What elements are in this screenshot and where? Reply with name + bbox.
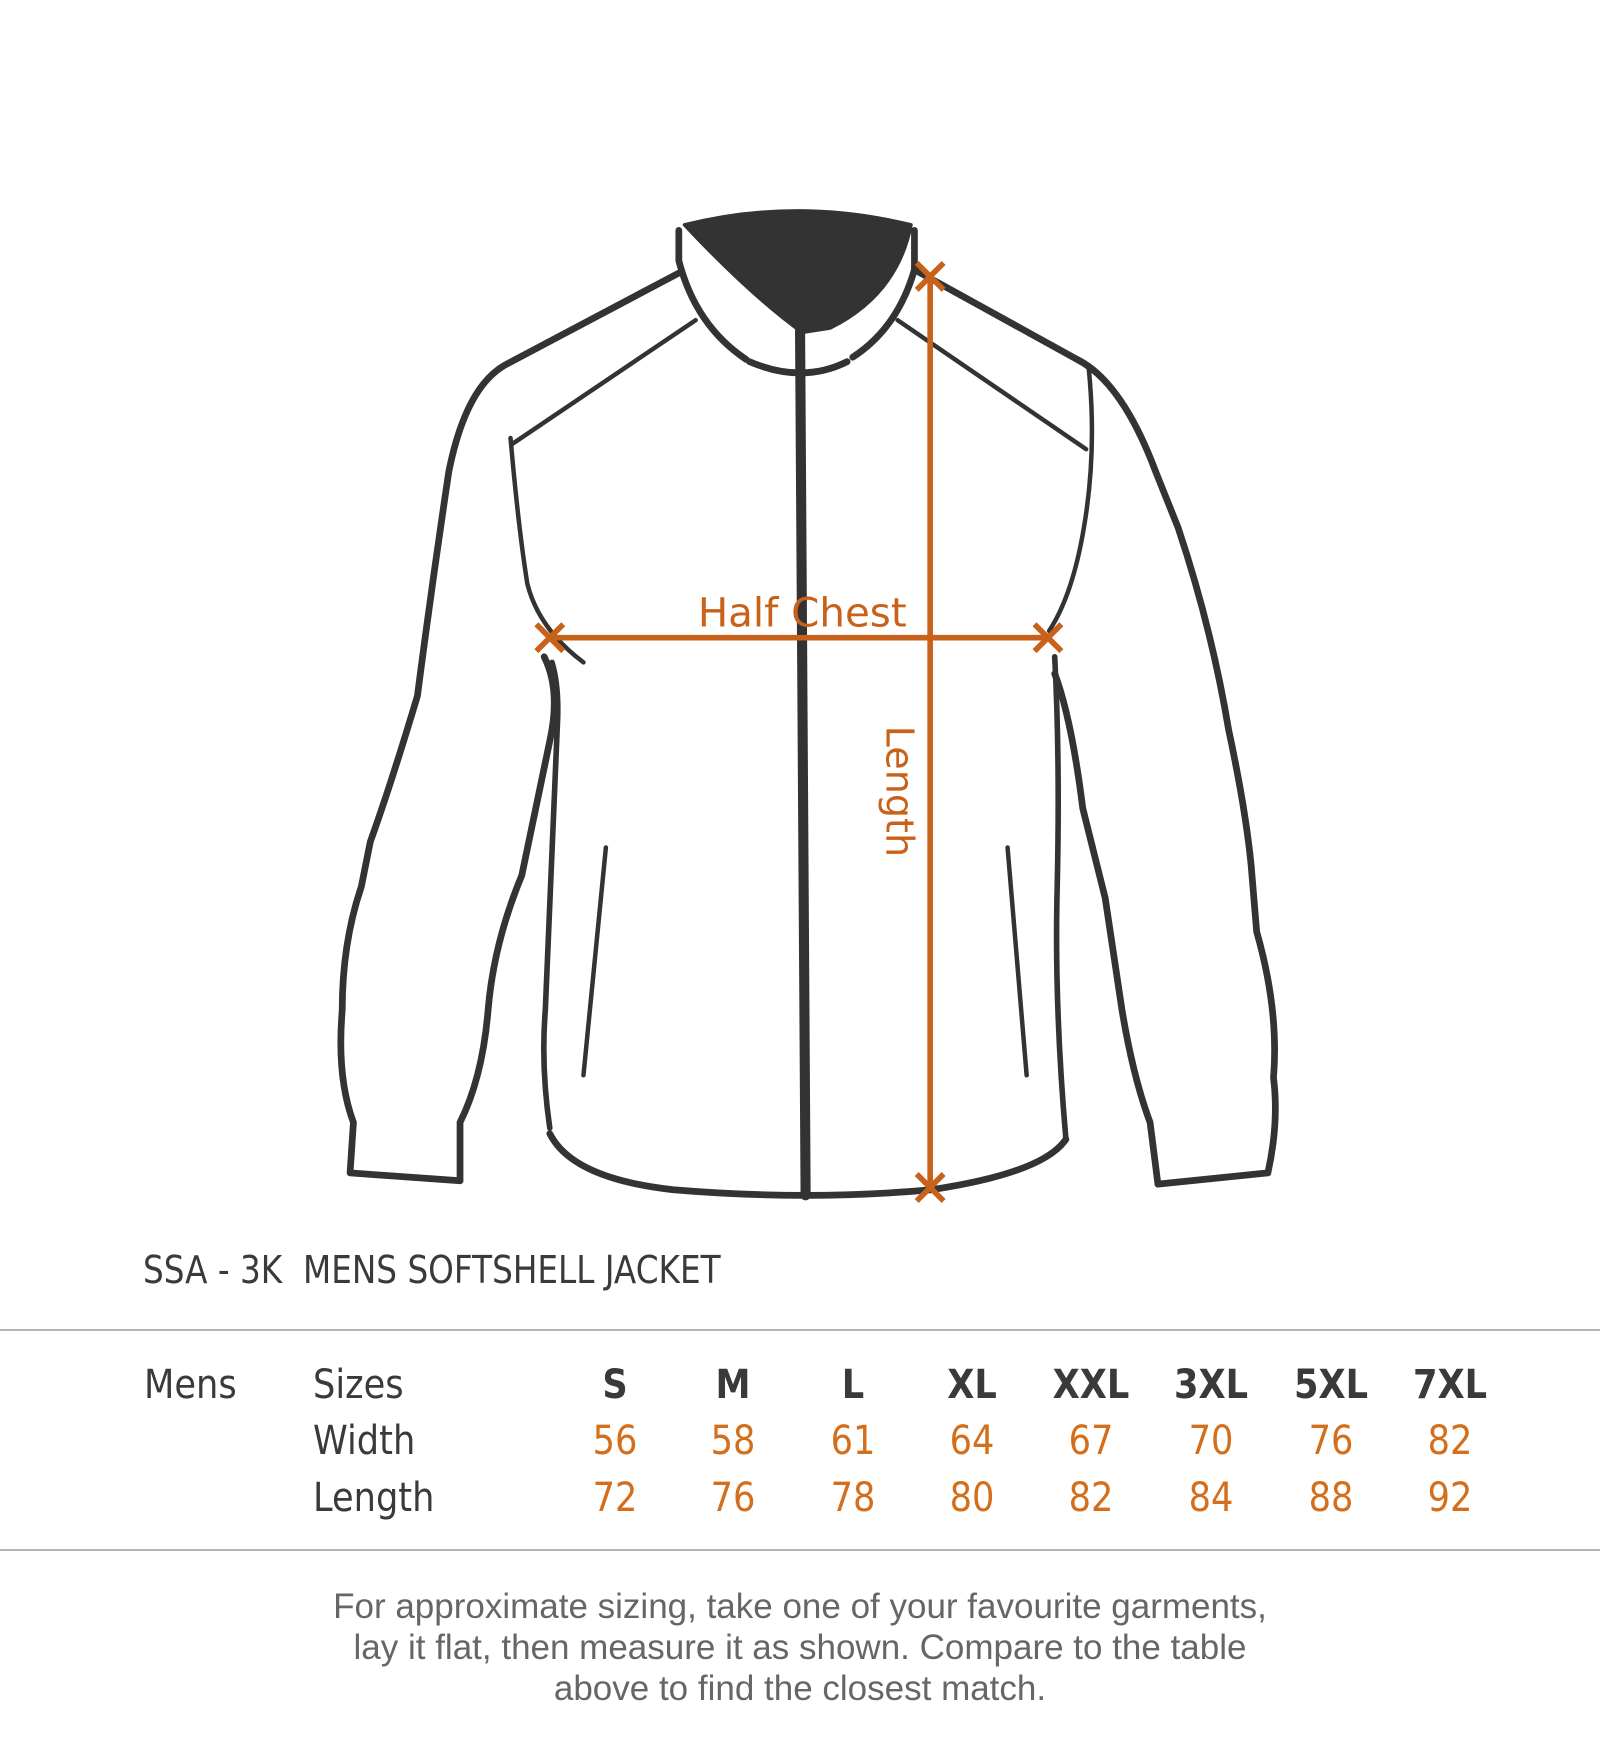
width-value: 67 <box>1068 1418 1114 1464</box>
right-armhole <box>1046 362 1095 634</box>
width-value: 61 <box>830 1418 876 1464</box>
size-header: M <box>715 1362 751 1408</box>
width-value: 70 <box>1188 1418 1234 1464</box>
left-sleeve-outer <box>337 269 683 1185</box>
group-label: Mens <box>144 1362 237 1408</box>
length-value: 92 <box>1427 1475 1473 1521</box>
width-value: 56 <box>592 1418 638 1464</box>
right-sleeve-outer <box>911 266 1279 1188</box>
collar-left <box>675 227 750 363</box>
measure-x-mark <box>914 1172 946 1203</box>
length-value: 72 <box>592 1475 638 1521</box>
size-header: XL <box>947 1362 997 1408</box>
right-pocket <box>1005 845 1029 1078</box>
width-value: 58 <box>710 1418 756 1464</box>
measure-x-mark <box>534 622 566 654</box>
size-header: 5XL <box>1293 1362 1369 1408</box>
instruction-line: above to find the closest match. <box>553 1669 1047 1708</box>
size-header: 3XL <box>1173 1362 1249 1408</box>
length-value: 80 <box>949 1475 995 1521</box>
collar-interior <box>682 209 913 335</box>
width-value: 76 <box>1308 1418 1354 1464</box>
instruction-line: lay it flat, then measure it as shown. C… <box>353 1628 1247 1667</box>
length-value: 88 <box>1308 1475 1354 1521</box>
size-header: XXL <box>1052 1362 1130 1408</box>
length-value: 78 <box>830 1475 876 1521</box>
row-label-width: Width <box>313 1418 416 1464</box>
zipper <box>794 315 811 1201</box>
size-header: 7XL <box>1412 1362 1488 1408</box>
instruction-line: For approximate sizing, take one of your… <box>333 1587 1267 1626</box>
half-chest-label: Half Chest <box>698 589 907 636</box>
collar-right <box>849 227 918 361</box>
size-header: L <box>841 1362 865 1408</box>
length-value: 76 <box>710 1475 756 1521</box>
left-raglan-seam <box>510 317 698 446</box>
measure-x-mark <box>914 260 946 292</box>
width-value: 82 <box>1427 1418 1473 1464</box>
length-value: 84 <box>1188 1475 1234 1521</box>
left-pocket <box>581 845 609 1078</box>
left-armhole <box>508 435 586 665</box>
length-value: 82 <box>1068 1475 1114 1521</box>
width-value: 64 <box>949 1418 995 1464</box>
left-body-side <box>541 659 561 1131</box>
row-label-length: Length <box>313 1475 435 1521</box>
sizing-instructions: For approximate sizing, take one of your… <box>0 1586 1600 1709</box>
length-label: Length <box>877 726 921 858</box>
row-label-sizes: Sizes <box>313 1362 404 1408</box>
right-body-side <box>1051 653 1069 1143</box>
left-sleeve-inner <box>456 653 558 1185</box>
size-header: S <box>602 1362 628 1408</box>
right-sleeve-inner <box>1051 670 1162 1188</box>
measure-x-mark <box>1032 622 1064 654</box>
divider-top <box>0 1329 1600 1331</box>
right-raglan-seam <box>895 317 1089 452</box>
product-title: SSA - 3K MENS SOFTSHELL JACKET <box>143 1248 721 1292</box>
divider-bottom <box>0 1549 1600 1551</box>
